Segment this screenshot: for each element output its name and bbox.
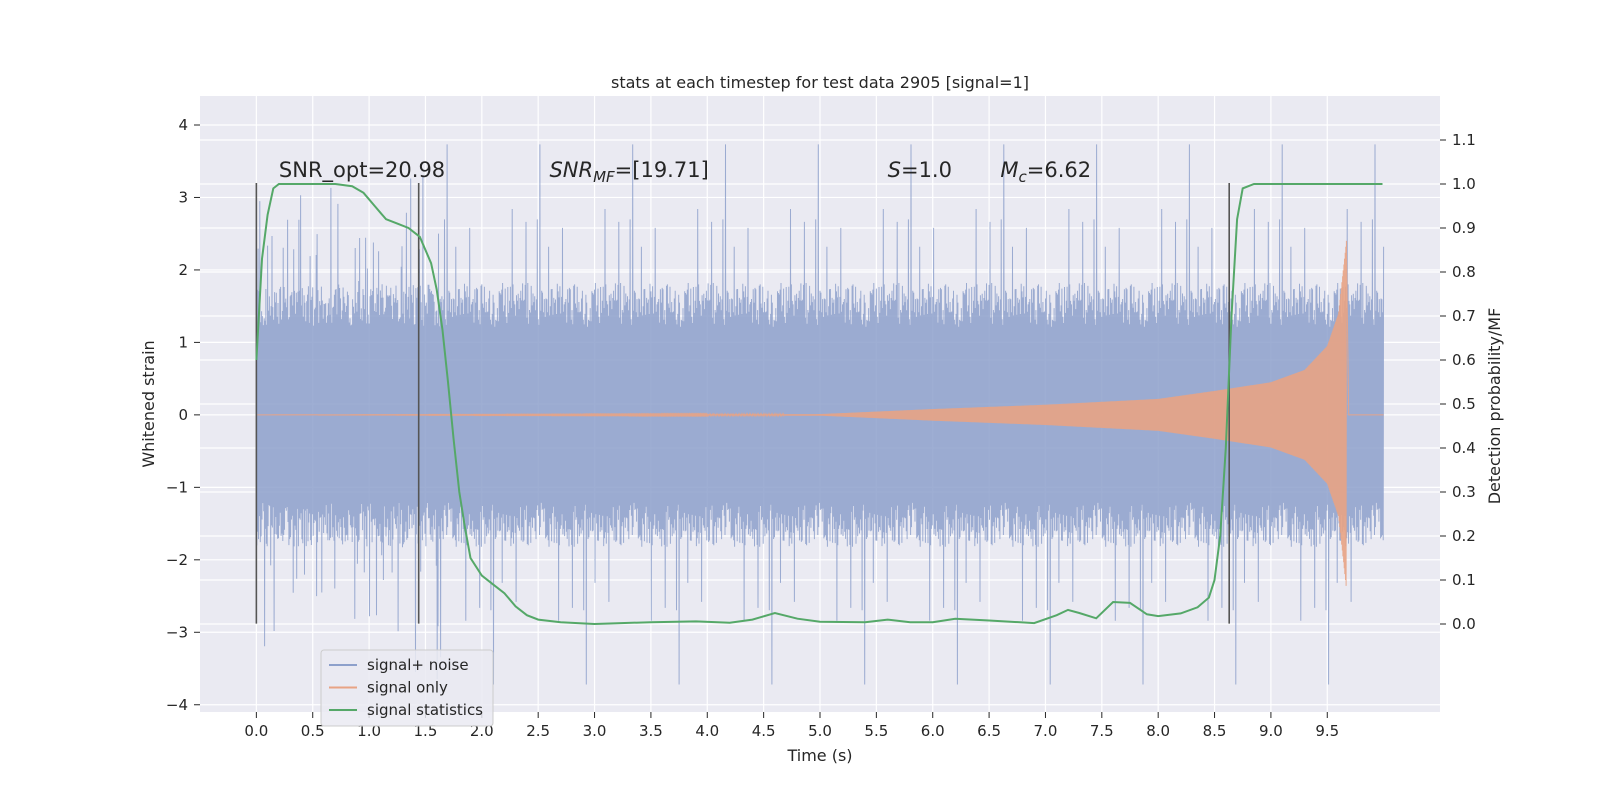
x-tick-label: 4.5 <box>752 722 776 740</box>
x-tick-label: 6.0 <box>921 722 945 740</box>
y-axis-label: Whitened strain <box>139 340 158 467</box>
x-tick-label: 9.5 <box>1315 722 1339 740</box>
annotation: S=1.0 <box>888 158 952 182</box>
x-tick-label: 8.0 <box>1146 722 1170 740</box>
y-axis-right-label: Detection probability/MF <box>1485 308 1504 505</box>
signal-only-line <box>256 240 1384 586</box>
y-right-tick-label: 0.9 <box>1452 219 1476 237</box>
y-right-tick-label: 0.4 <box>1452 439 1476 457</box>
x-tick-label: 2.5 <box>526 722 550 740</box>
annotation-symbol: M <box>1000 158 1018 182</box>
y-right-tick-label: 0.7 <box>1452 307 1476 325</box>
x-axis-label: Time (s) <box>786 746 852 765</box>
ticks: 0.0 0.5 1.0 1.5 2.0 2.5 3.0 3.5 4.0 4.5 5.0 5.5 6.0 6… <box>166 116 1476 740</box>
annotation-symbol: SNR <box>549 158 593 182</box>
y-tick-label: 1 <box>178 333 188 351</box>
annotation-value: =[19.71] <box>615 158 709 182</box>
y-right-tick-label: 1.0 <box>1452 175 1476 193</box>
y-tick-label: 3 <box>178 188 188 206</box>
y-tick-label: 4 <box>178 116 188 134</box>
annotation-subscript: MF <box>593 168 615 186</box>
annotation-value: =1.0 <box>901 158 952 182</box>
y-tick-label: −3 <box>166 623 188 641</box>
annotation-value: =6.62 <box>1027 158 1091 182</box>
y-tick-label: 0 <box>178 406 188 424</box>
annotations: SNR_opt=20.98 SNRMF=[19.71] S=1.0 Mc=6.62 <box>279 158 1091 186</box>
annotation-symbol: S <box>888 158 901 182</box>
x-tick-label: 8.5 <box>1203 722 1227 740</box>
y-tick-label: −1 <box>166 478 188 496</box>
legend-label: signal+ noise <box>367 656 469 674</box>
legend-label: signal statistics <box>367 701 483 719</box>
x-tick-label: 4.0 <box>695 722 719 740</box>
x-tick-label: 6.5 <box>977 722 1001 740</box>
y-right-tick-label: 0.6 <box>1452 351 1476 369</box>
y-right-tick-label: 0.5 <box>1452 395 1476 413</box>
x-tick-label: 7.5 <box>1090 722 1114 740</box>
chart-title: stats at each timestep for test data 290… <box>611 73 1029 92</box>
y-tick-label: −2 <box>166 551 188 569</box>
x-tick-label: 7.0 <box>1034 722 1058 740</box>
x-tick-label: 9.0 <box>1259 722 1283 740</box>
y-right-tick-label: 0.0 <box>1452 615 1476 633</box>
y-right-tick-label: 0.3 <box>1452 483 1476 501</box>
y-right-tick-label: 0.2 <box>1452 527 1476 545</box>
y-right-tick-label: 0.1 <box>1452 571 1476 589</box>
x-tick-label: 3.0 <box>583 722 607 740</box>
x-tick-label: 5.0 <box>808 722 832 740</box>
signal-statistics-line <box>255 183 1383 626</box>
x-tick-label: 0.0 <box>244 722 268 740</box>
y-right-tick-label: 1.1 <box>1452 131 1476 149</box>
plot-area <box>255 144 1385 685</box>
x-tick-label: 3.5 <box>639 722 663 740</box>
signal-plus-noise-line <box>255 144 1385 685</box>
legend-label: signal only <box>367 679 448 697</box>
legend-box <box>320 649 494 727</box>
annotation: Mc=6.62 <box>1000 158 1091 186</box>
x-tick-label: 5.5 <box>864 722 888 740</box>
annotation: SNRMF=[19.71] <box>549 158 708 186</box>
y-tick-label: −4 <box>166 696 188 714</box>
x-tick-label: 0.5 <box>301 722 325 740</box>
legend: signal+ noise signal only signal statistic… <box>320 649 494 727</box>
y-tick-label: 2 <box>178 261 188 279</box>
annotation-subscript: c <box>1018 168 1027 186</box>
y-right-tick-label: 0.8 <box>1452 263 1476 281</box>
annotation: SNR_opt=20.98 <box>279 158 445 183</box>
